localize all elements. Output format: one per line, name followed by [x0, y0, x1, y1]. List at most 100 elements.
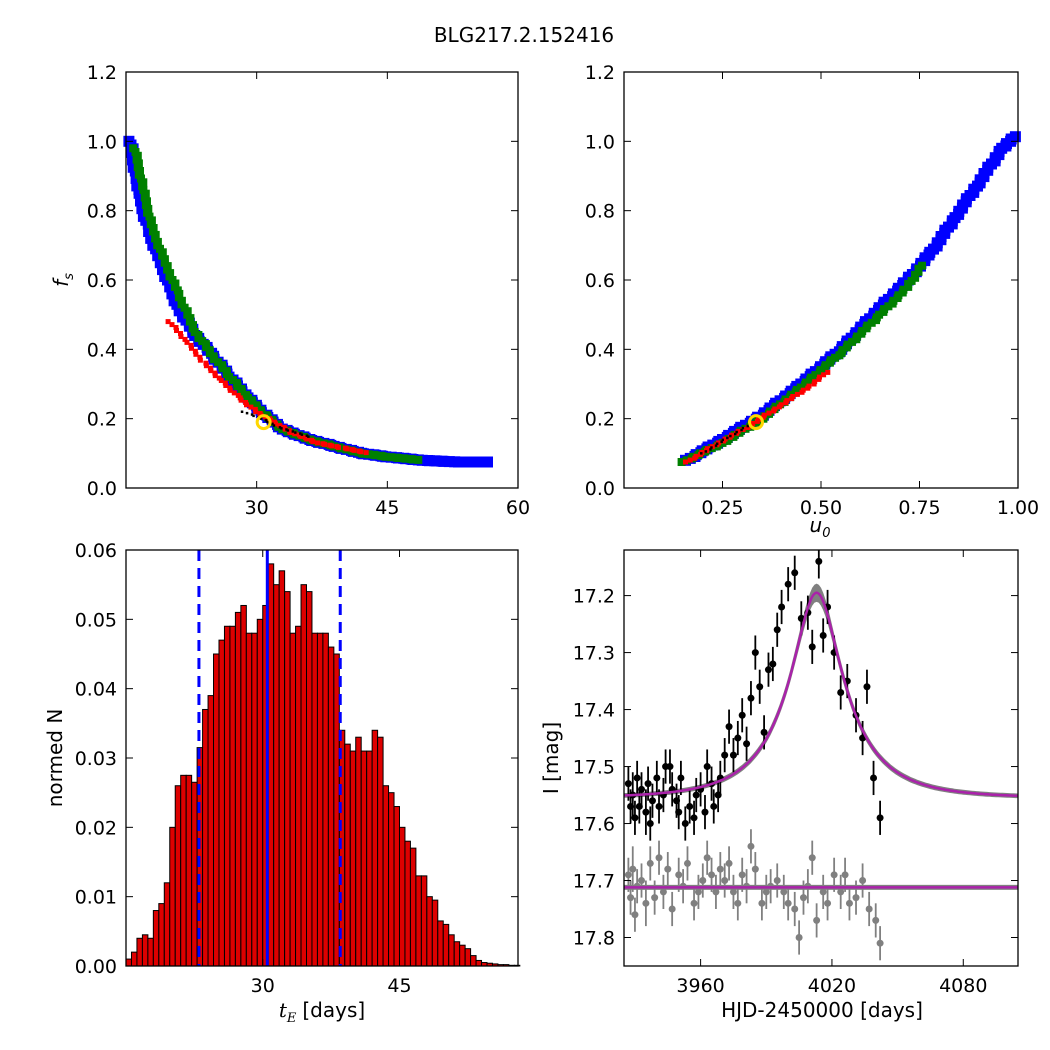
2-sigma-region — [880, 305, 889, 314]
1-sigma-region — [203, 363, 209, 369]
panel-fs-vs-u0-marks — [677, 131, 1021, 466]
histogram-bar — [223, 625, 231, 967]
histogram-bar — [256, 618, 264, 967]
fs-axis-label: fs — [49, 273, 77, 287]
1-sigma-region — [806, 383, 812, 389]
data-point — [743, 740, 751, 748]
plot-frame — [623, 549, 1019, 967]
histogram-bar — [311, 632, 318, 967]
2-sigma-region — [889, 296, 898, 305]
y-tick-label: 0.8 — [585, 201, 615, 223]
panel-tE-histogram-axes: 30 45 0.00 0.01 0.02 0.03 0.04 0.05 0.06 — [75, 540, 519, 997]
histogram-bar — [398, 826, 406, 967]
y-tick-label: 0.0 — [87, 478, 117, 500]
residual-point — [703, 854, 711, 862]
data-point — [675, 808, 683, 816]
2-sigma-region — [848, 337, 856, 346]
data-point — [738, 711, 746, 719]
residual-point — [876, 939, 884, 947]
2-sigma-region — [811, 371, 820, 380]
x-tick-label: 0.25 — [701, 497, 743, 519]
best-fit-marker — [255, 414, 272, 431]
histogram-bar — [322, 632, 329, 967]
1-sigma-region — [336, 444, 341, 450]
data-point — [756, 683, 764, 691]
y-tick-label: 1.2 — [87, 62, 117, 84]
data-point — [642, 808, 650, 816]
histogram-bar — [366, 750, 373, 967]
y-tick-label: 0.2 — [87, 409, 117, 431]
y-tick-label: 17.2 — [573, 586, 615, 608]
x-tick-label: 30 — [251, 975, 275, 997]
2-sigma-region — [899, 285, 908, 294]
data-point — [734, 734, 742, 742]
figure-title: BLG217.2.152416 — [434, 23, 614, 47]
magnitude-axis-label: I [mag] — [539, 722, 563, 794]
data-point — [725, 723, 733, 731]
data-point — [710, 802, 718, 810]
2-sigma-region — [401, 454, 410, 463]
x-tick-label: 4020 — [808, 975, 856, 997]
best-region — [741, 426, 745, 430]
1-sigma-region — [197, 354, 203, 360]
residual-point — [708, 871, 716, 879]
histogram-bar — [158, 903, 165, 967]
best-region — [280, 427, 283, 430]
residual-point — [729, 888, 737, 896]
1-sigma-region — [745, 425, 751, 430]
y-tick-label: 1.0 — [87, 131, 117, 153]
2-sigma-region — [918, 261, 926, 270]
residual-point — [721, 877, 729, 885]
residual-point — [675, 871, 683, 879]
panel-light-curve-axes: 3960 4020 4080 17.2 17.3 17.4 17.5 17.6 17.7 17.8 — [573, 549, 1019, 997]
data-point — [764, 666, 772, 674]
residual-point — [642, 899, 650, 907]
best-region — [259, 417, 263, 420]
residual-point — [799, 894, 807, 902]
1-sigma-region — [248, 404, 254, 410]
1-sigma-region — [693, 453, 699, 459]
residual-point — [852, 894, 860, 902]
y-tick-label: 0.0 — [585, 478, 615, 500]
1-sigma-region — [238, 397, 244, 403]
histogram-bar — [448, 934, 455, 967]
histogram-bar — [382, 785, 390, 967]
residual-point — [841, 871, 849, 879]
best-region — [299, 432, 302, 435]
1-sigma-region — [304, 436, 310, 442]
panel-fs-vs-u0-axes: 0.25 0.50 0.75 1.00 0.0 0.2 0.4 0.6 0.8 1.0 1.2 — [585, 62, 1039, 519]
histogram-bar — [393, 806, 400, 967]
1-sigma-region — [322, 441, 328, 447]
histogram-bar — [267, 563, 275, 967]
1-sigma-region — [716, 440, 722, 446]
1-sigma-region — [705, 446, 711, 452]
best-region — [250, 413, 254, 416]
x-tick-label: 4080 — [939, 975, 987, 997]
histogram-bar — [426, 896, 433, 967]
data-point — [769, 660, 777, 668]
best-region — [704, 450, 708, 453]
histogram-bar — [207, 695, 215, 967]
best-region — [245, 411, 249, 415]
2-sigma-region — [853, 332, 862, 341]
x-tick-label: 1.00 — [997, 497, 1039, 519]
y-tick-label: 0.8 — [87, 201, 117, 223]
residual-point — [813, 916, 821, 924]
residual-point — [631, 911, 639, 919]
y-tick-label: 0.4 — [585, 339, 615, 361]
residual-point — [795, 934, 803, 942]
best-region — [285, 428, 288, 431]
histogram-bar — [245, 632, 253, 967]
data-point — [791, 569, 799, 577]
1-sigma-region — [310, 439, 316, 445]
residual-point — [664, 865, 672, 873]
1-sigma-region — [188, 342, 194, 348]
histogram-bar — [388, 792, 395, 967]
data-point — [876, 814, 884, 822]
3-sigma-region — [1009, 131, 1021, 143]
residual-point — [865, 905, 873, 913]
y-tick-label: 17.6 — [573, 814, 615, 836]
residual-point — [751, 865, 759, 873]
data-point — [692, 791, 700, 799]
